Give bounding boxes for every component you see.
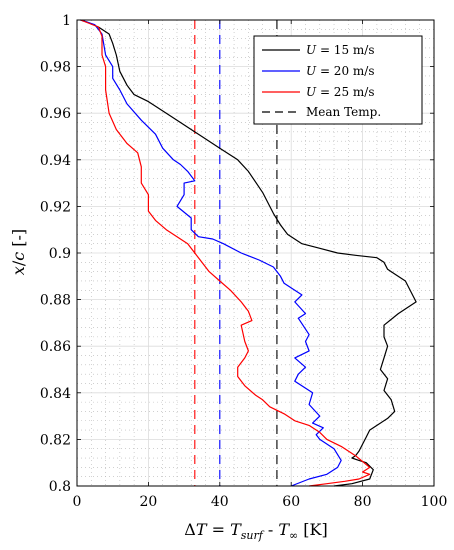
y-tick-label: 0.8 xyxy=(49,479,71,495)
y-tick-label: 0.92 xyxy=(40,199,71,215)
y-tick-label: 0.84 xyxy=(40,386,71,402)
x-tick-label: 80 xyxy=(354,494,372,510)
y-tick-label: 0.94 xyxy=(40,153,71,169)
legend-label-mean: Mean Temp. xyxy=(306,105,381,119)
y-tick-label: 0.86 xyxy=(40,339,71,355)
x-tick-label: 0 xyxy=(73,494,82,510)
series-line xyxy=(80,19,371,487)
series-lines xyxy=(80,19,417,487)
x-tick-label: 20 xyxy=(139,494,157,510)
y-tick-label: 0.82 xyxy=(40,432,71,448)
y-axis-title: x/c [-] xyxy=(9,229,28,275)
y-tick-label: 0.9 xyxy=(49,246,71,262)
legend: U = 15 m/s U = 20 m/s U = 25 m/s Mean Te… xyxy=(253,35,423,125)
y-tick-label: 0.96 xyxy=(40,106,71,122)
x-axis-title: ΔT = Tsurf - T∞ [K] xyxy=(184,520,328,542)
x-tick-label: 60 xyxy=(282,494,300,510)
x-tick-label: 40 xyxy=(211,494,229,510)
x-tick-label: 100 xyxy=(421,494,448,510)
tick-labels: 0 20 40 60 80 100 0.8 0.82 0.84 0.86 0.88 0.9 0.92 0.… xyxy=(40,13,448,510)
series-line xyxy=(80,19,342,487)
legend-label-u20: U = 20 m/s xyxy=(306,64,374,78)
axis-ticks xyxy=(76,19,435,487)
y-tick-label: 0.88 xyxy=(40,293,71,309)
legend-label-u15: U = 15 m/s xyxy=(306,43,374,57)
legend-label-u25: U = 25 m/s xyxy=(306,85,374,99)
y-tick-label: 1 xyxy=(62,13,71,29)
y-tick-label: 0.98 xyxy=(40,60,71,76)
legend-box xyxy=(253,35,423,125)
series-line xyxy=(80,19,417,487)
